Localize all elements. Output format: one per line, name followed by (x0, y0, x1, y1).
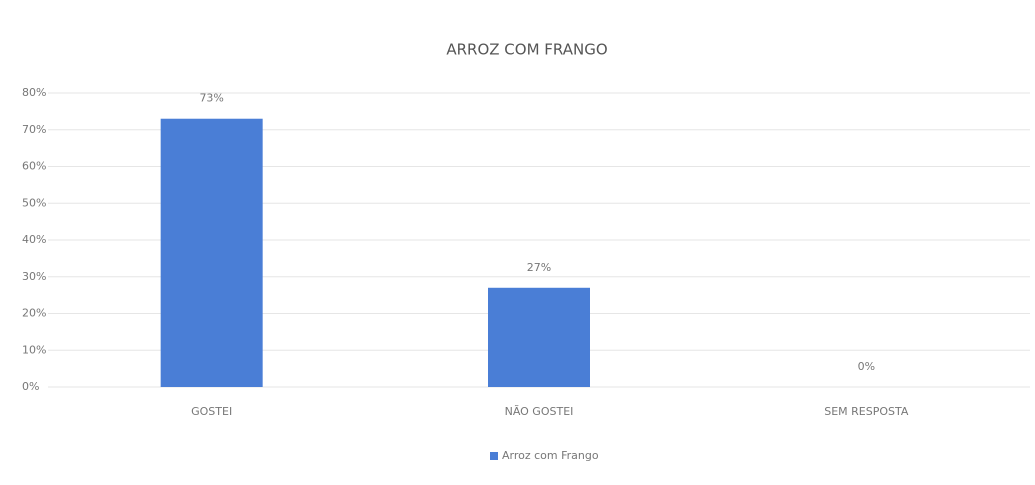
legend-swatch (490, 452, 498, 460)
bar (160, 118, 263, 387)
chart-title: ARROZ COM FRANGO (446, 41, 607, 59)
data-label: 27% (527, 261, 551, 274)
y-tick-label: 60% (22, 160, 46, 173)
y-tick-label: 20% (22, 307, 46, 320)
x-tick-label: NÃO GOSTEI (505, 405, 574, 418)
x-tick-label: SEM RESPOSTA (824, 405, 909, 418)
y-tick-label: 0% (22, 380, 39, 393)
y-tick-label: 40% (22, 233, 46, 246)
y-tick-label: 70% (22, 123, 46, 136)
y-tick-label: 30% (22, 270, 46, 283)
x-tick-label: GOSTEI (191, 405, 232, 418)
y-tick-label: 80% (22, 86, 46, 99)
y-tick-label: 10% (22, 343, 46, 356)
data-label: 73% (199, 92, 223, 105)
y-tick-label: 50% (22, 196, 46, 209)
bar (488, 287, 590, 387)
legend-label: Arroz com Frango (502, 449, 599, 462)
data-label: 0% (858, 360, 875, 373)
